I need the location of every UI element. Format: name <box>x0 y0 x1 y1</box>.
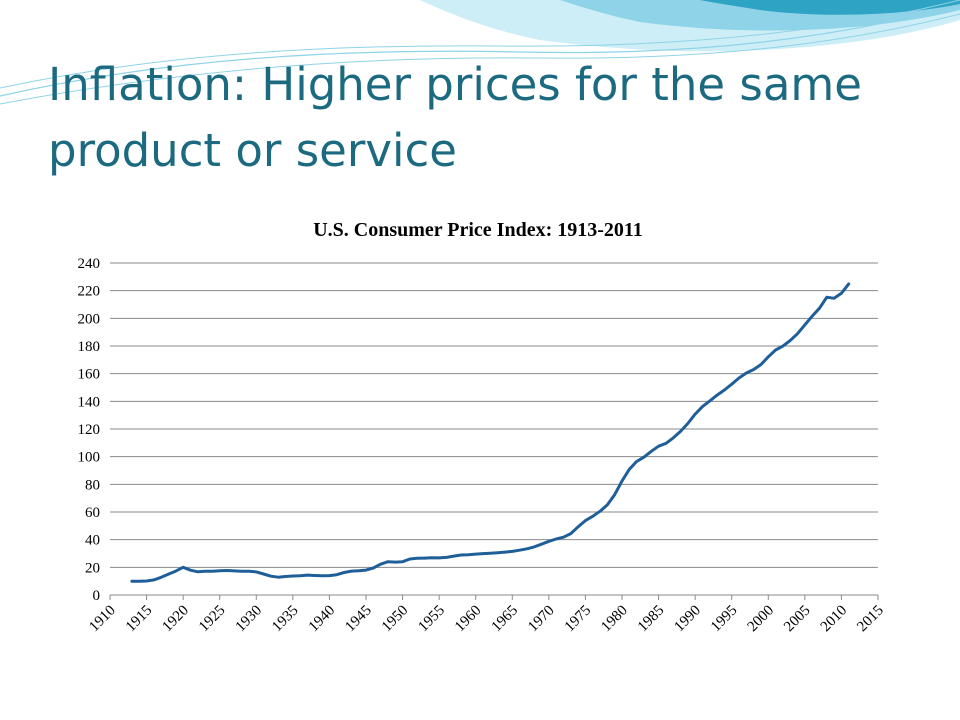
grid-lines <box>110 262 878 596</box>
x-tick-label-1930: 1930 <box>233 603 266 636</box>
x-tick-label-1985: 1985 <box>635 603 668 636</box>
x-tick-label-1975: 1975 <box>562 603 595 636</box>
y-tick-label-100: 100 <box>78 450 101 466</box>
y-axis-tick-labels: 0 20 40 60 80 100 120 140 160 180 200 220 240 <box>78 256 101 604</box>
y-tick-label-180: 180 <box>78 339 101 355</box>
x-tick-label-1925: 1925 <box>196 603 229 636</box>
x-tick-label-1935: 1935 <box>269 603 302 636</box>
series-line-0 <box>130 282 851 583</box>
wave-dark-band <box>700 0 960 15</box>
y-tick-label-200: 200 <box>78 311 101 327</box>
x-tick-label-1965: 1965 <box>489 603 522 636</box>
x-tick-label-2005: 2005 <box>781 603 814 636</box>
x-tick-label-1995: 1995 <box>708 603 741 636</box>
x-tick-label-1955: 1955 <box>415 603 448 636</box>
series-layer <box>130 282 851 583</box>
x-tick-label-1940: 1940 <box>306 603 339 636</box>
x-axis-tick-labels: 1910 1915 1920 1925 1930 1935 1940 1945 1950 1955… <box>86 595 887 635</box>
wave-line-3 <box>0 0 960 89</box>
x-tick-label-1960: 1960 <box>452 603 485 636</box>
x-tick-label-2010: 2010 <box>818 603 851 636</box>
slide-title: Inflation: Higher prices for the same pr… <box>48 58 862 177</box>
header-wave-decoration <box>0 0 960 105</box>
x-tick-label-1920: 1920 <box>159 603 192 636</box>
y-tick-label-60: 60 <box>85 505 100 521</box>
wave-line-1 <box>0 5 960 97</box>
x-tick-label-1990: 1990 <box>671 603 704 636</box>
y-tick-label-120: 120 <box>78 422 101 438</box>
y-tick-label-20: 20 <box>85 560 100 576</box>
x-tick-label-1970: 1970 <box>525 603 558 636</box>
y-tick-label-80: 80 <box>85 477 100 493</box>
y-tick-label-40: 40 <box>85 533 100 549</box>
x-tick-label-1980: 1980 <box>598 603 631 636</box>
x-tick-label-1945: 1945 <box>342 603 375 636</box>
x-tick-label-1910: 1910 <box>86 603 119 636</box>
wave-line-2 <box>0 13 960 105</box>
y-tick-label-0: 0 <box>93 588 101 604</box>
x-tick-label-1915: 1915 <box>123 603 156 636</box>
y-tick-label-240: 240 <box>78 256 101 272</box>
y-tick-label-220: 220 <box>78 284 101 300</box>
x-tick-label-1950: 1950 <box>379 603 412 636</box>
y-tick-label-140: 140 <box>78 394 101 410</box>
y-tick-label-160: 160 <box>78 367 101 383</box>
x-tick-label-2000: 2000 <box>745 603 778 636</box>
chart-title: U.S. Consumer Price Index: 1913-2011 <box>313 219 643 241</box>
x-tick-label-2015: 2015 <box>854 603 887 636</box>
